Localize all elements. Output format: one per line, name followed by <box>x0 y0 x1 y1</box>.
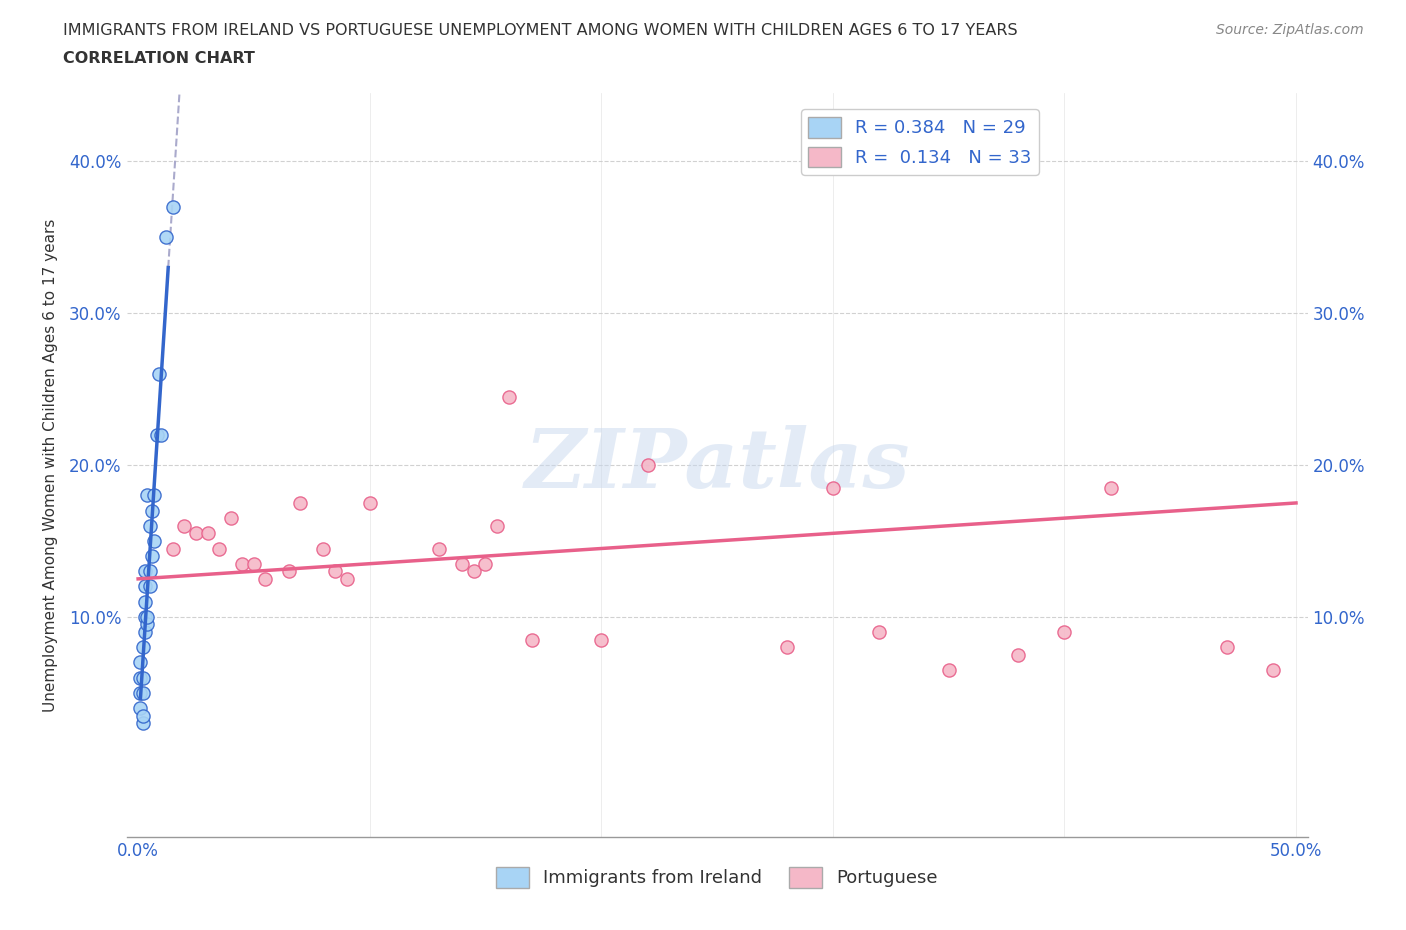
Point <box>775 640 797 655</box>
Point <box>132 685 155 700</box>
Point <box>821 480 844 495</box>
Point <box>141 549 163 564</box>
Point <box>463 564 485 578</box>
Point <box>136 617 159 631</box>
Point <box>1007 647 1029 662</box>
Point <box>520 632 543 647</box>
Point <box>132 671 155 685</box>
Point <box>134 564 156 578</box>
Point <box>134 594 156 609</box>
Point <box>150 427 173 442</box>
Point <box>208 541 231 556</box>
Point <box>132 708 155 723</box>
Point <box>143 488 166 503</box>
Point <box>335 571 357 586</box>
Point <box>254 571 277 586</box>
Point <box>184 525 207 540</box>
Point <box>243 556 266 571</box>
Point <box>591 632 613 647</box>
Point <box>498 390 520 405</box>
Text: ZIPatlas: ZIPatlas <box>524 425 910 505</box>
Point <box>938 662 960 677</box>
Point <box>637 458 659 472</box>
Point <box>451 556 474 571</box>
Point <box>129 671 152 685</box>
Point <box>486 518 509 533</box>
Point <box>143 534 166 549</box>
Point <box>359 496 381 511</box>
Point <box>132 640 155 655</box>
Point <box>277 564 299 578</box>
Point <box>162 541 184 556</box>
Text: CORRELATION CHART: CORRELATION CHART <box>63 51 254 66</box>
Point <box>868 625 890 640</box>
Point <box>1215 640 1237 655</box>
Point <box>231 556 253 571</box>
Point <box>323 564 346 578</box>
Point <box>155 230 177 245</box>
Point <box>134 625 156 640</box>
Point <box>141 503 163 518</box>
Point <box>138 579 160 594</box>
Legend: Immigrants from Ireland, Portuguese: Immigrants from Ireland, Portuguese <box>489 859 945 895</box>
Text: Source: ZipAtlas.com: Source: ZipAtlas.com <box>1216 23 1364 37</box>
Point <box>197 525 219 540</box>
Point <box>129 655 152 670</box>
Point <box>138 518 160 533</box>
Point <box>138 564 160 578</box>
Point <box>134 609 156 624</box>
Point <box>132 716 155 731</box>
Point <box>136 488 159 503</box>
Point <box>173 518 195 533</box>
Point <box>290 496 312 511</box>
Point <box>136 609 159 624</box>
Y-axis label: Unemployment Among Women with Children Ages 6 to 17 years: Unemployment Among Women with Children A… <box>44 219 58 711</box>
Point <box>162 199 184 214</box>
Point <box>474 556 496 571</box>
Point <box>129 700 152 715</box>
Point <box>312 541 335 556</box>
Point <box>1099 480 1122 495</box>
Point <box>148 366 170 381</box>
Text: IMMIGRANTS FROM IRELAND VS PORTUGUESE UNEMPLOYMENT AMONG WOMEN WITH CHILDREN AGE: IMMIGRANTS FROM IRELAND VS PORTUGUESE UN… <box>63 23 1018 38</box>
Point <box>129 685 152 700</box>
Point <box>1261 662 1284 677</box>
Point <box>1053 625 1076 640</box>
Point <box>134 579 156 594</box>
Point <box>219 511 242 525</box>
Point <box>427 541 450 556</box>
Point <box>145 427 167 442</box>
